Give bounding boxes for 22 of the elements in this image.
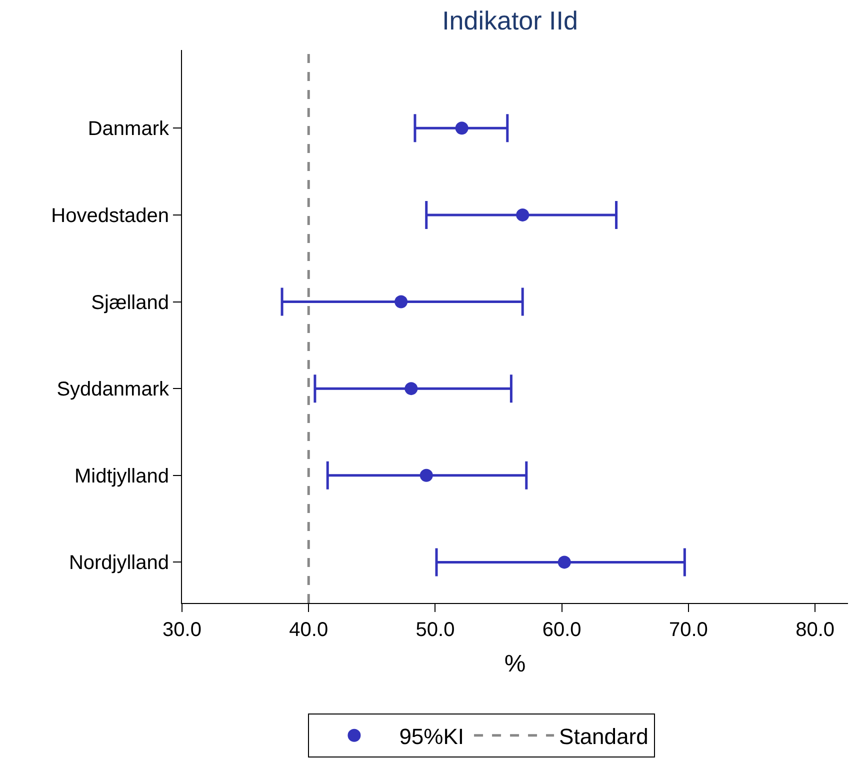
- y-tick-label: Sjælland: [91, 292, 169, 314]
- y-tick-label: Syddanmark: [56, 378, 170, 401]
- y-tick-label: Nordjylland: [68, 552, 169, 574]
- point: [455, 122, 468, 135]
- y-tick-label: Hovedstaden: [51, 204, 169, 227]
- point: [404, 382, 418, 396]
- y-tick-label: Danmark: [88, 118, 170, 140]
- x-tick-label: 40.0: [289, 619, 328, 641]
- chart-title: Indikator IId: [442, 6, 578, 36]
- point: [558, 556, 571, 569]
- x-tick-label: 60.0: [542, 619, 582, 641]
- x-tick-label: 50.0: [416, 619, 455, 641]
- legend-label: Standard: [559, 724, 648, 749]
- x-tick-label: 70.0: [668, 619, 708, 641]
- legend-label: 95%KI: [399, 724, 464, 749]
- x-tick-label: 30.0: [162, 619, 202, 641]
- x-tick-label: 80.0: [796, 619, 835, 641]
- y-tick-label: Midtjylland: [74, 465, 169, 488]
- x-axis-title: %: [504, 650, 526, 678]
- point: [516, 208, 530, 222]
- point: [420, 468, 433, 482]
- point: [394, 295, 408, 308]
